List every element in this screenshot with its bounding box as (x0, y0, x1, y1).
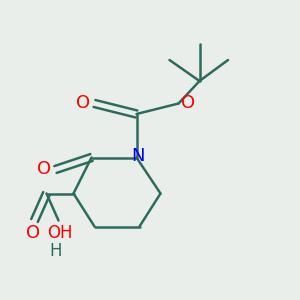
Text: O: O (37, 160, 51, 178)
Text: N: N (131, 147, 145, 165)
Text: O: O (26, 224, 40, 242)
Text: O: O (76, 94, 90, 112)
Text: O: O (181, 94, 195, 112)
Text: H: H (49, 242, 62, 260)
Text: OH: OH (47, 224, 73, 242)
